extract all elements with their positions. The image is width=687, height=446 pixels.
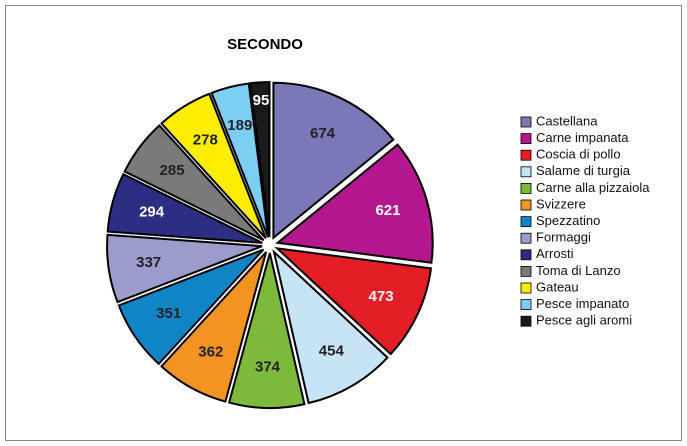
data-label: 278 xyxy=(193,132,218,149)
legend-label: Arrosti xyxy=(536,246,574,261)
legend-swatch xyxy=(520,249,532,261)
legend-label: Svizzere xyxy=(536,196,586,211)
legend-label: Salame di turgia xyxy=(536,163,631,178)
pie-slice xyxy=(117,248,265,366)
data-label: 337 xyxy=(136,254,161,271)
legend-label: Carne impanata xyxy=(536,130,629,145)
pie-slice xyxy=(123,124,265,242)
legend-swatch xyxy=(520,182,532,194)
legend-swatch xyxy=(520,133,532,145)
pie-slice xyxy=(275,143,434,264)
data-label: 473 xyxy=(369,288,394,305)
data-label: 351 xyxy=(156,305,181,322)
legend-swatch xyxy=(520,116,532,128)
pie-slice xyxy=(210,82,270,238)
data-label: 454 xyxy=(319,342,345,359)
legend-swatch xyxy=(520,199,532,211)
legend-label: Carne alla pizzaiola xyxy=(536,180,650,195)
legend-label: Gateau xyxy=(536,279,579,294)
data-label: 95 xyxy=(253,92,270,109)
data-label: 374 xyxy=(255,359,281,376)
data-label: 621 xyxy=(375,202,400,219)
chart-title: SECONDO xyxy=(227,36,303,53)
legend-swatch xyxy=(520,216,532,228)
legend-swatch xyxy=(520,265,532,277)
legend-label: Pesce agli aromi xyxy=(536,313,632,328)
legend-swatch xyxy=(520,149,532,161)
legend-label: Pesce impanato xyxy=(536,296,629,311)
legend-swatch xyxy=(520,232,532,244)
data-label: 362 xyxy=(198,343,223,360)
legend-label: Castellana xyxy=(536,113,598,128)
legend-label: Formaggi xyxy=(536,230,591,245)
legend-swatch xyxy=(520,299,532,311)
pie-slice xyxy=(160,251,268,403)
data-label: 294 xyxy=(139,204,165,221)
pie-slice xyxy=(249,81,271,238)
legend-swatch xyxy=(520,166,532,178)
legend-label: Spezzatino xyxy=(536,213,600,228)
pie-slice xyxy=(227,252,306,409)
data-label: 285 xyxy=(160,162,185,179)
legend-swatch xyxy=(520,315,532,327)
legend-swatch xyxy=(520,282,532,294)
pie-slice xyxy=(274,247,433,356)
legend-label: Toma di Lanzo xyxy=(536,263,621,278)
legend-label: Coscia di pollo xyxy=(536,147,621,162)
pie-slice xyxy=(106,233,263,304)
data-label: 189 xyxy=(227,117,252,134)
pie-slice xyxy=(160,92,267,239)
pie-slice xyxy=(272,81,395,240)
pie-slice xyxy=(106,172,263,244)
data-label: 674 xyxy=(310,125,336,142)
pie-slice xyxy=(272,248,389,405)
